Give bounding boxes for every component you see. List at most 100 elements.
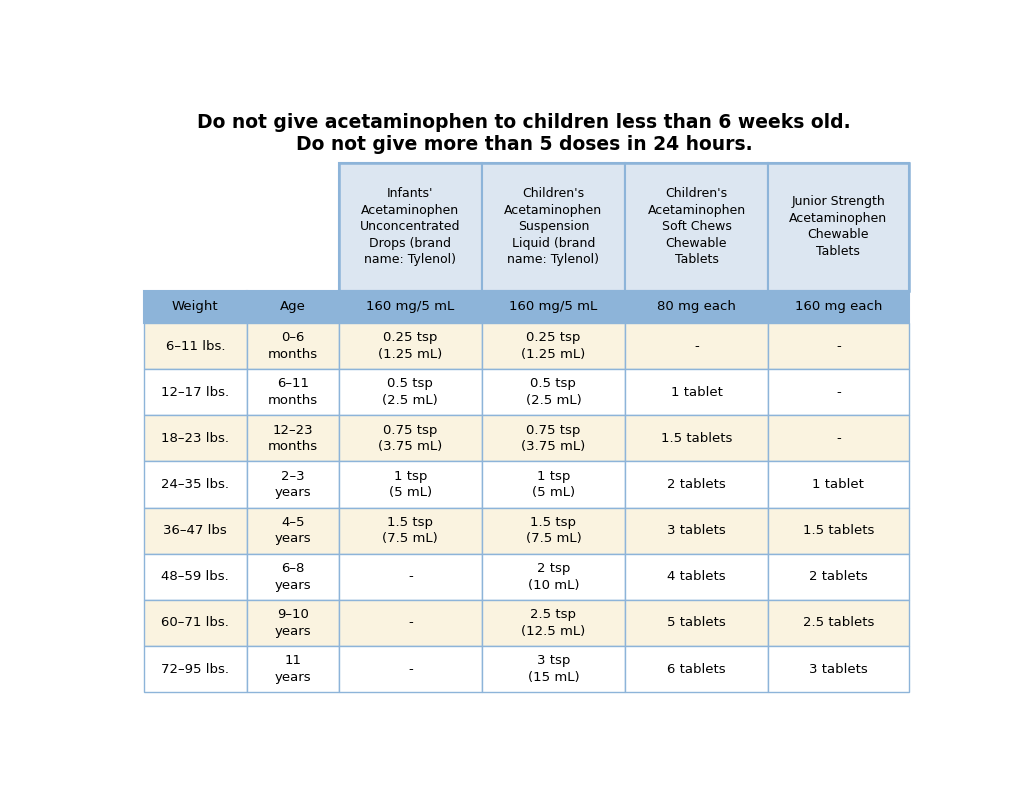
Text: 0.75 tsp
(3.75 mL): 0.75 tsp (3.75 mL) xyxy=(379,424,443,453)
Bar xyxy=(482,646,625,693)
Text: Age: Age xyxy=(280,301,306,313)
Text: 48–59 lbs.: 48–59 lbs. xyxy=(162,570,229,583)
Bar xyxy=(247,462,339,508)
Bar xyxy=(339,508,482,554)
Text: 2 tablets: 2 tablets xyxy=(667,478,726,491)
Text: 1 tsp
(5 mL): 1 tsp (5 mL) xyxy=(532,470,575,499)
Bar xyxy=(143,416,247,462)
Bar xyxy=(247,554,339,600)
Text: 160 mg/5 mL: 160 mg/5 mL xyxy=(509,301,597,313)
Bar xyxy=(482,416,625,462)
Bar xyxy=(768,416,908,462)
Text: 24–35 lbs.: 24–35 lbs. xyxy=(162,478,229,491)
Text: -: - xyxy=(408,570,412,583)
Text: 3 tablets: 3 tablets xyxy=(667,524,726,537)
Text: 12–17 lbs.: 12–17 lbs. xyxy=(162,386,229,399)
Bar xyxy=(482,291,625,323)
Bar xyxy=(625,600,768,646)
Bar xyxy=(339,646,482,693)
Text: Do not give acetaminophen to children less than 6 weeks old.: Do not give acetaminophen to children le… xyxy=(197,113,851,132)
Text: 9–10
years: 9–10 years xyxy=(274,608,311,637)
Bar xyxy=(482,508,625,554)
Bar xyxy=(768,163,908,291)
Bar xyxy=(768,462,908,508)
Bar xyxy=(339,554,482,600)
Text: 60–71 lbs.: 60–71 lbs. xyxy=(162,616,229,629)
Text: 0.25 tsp
(1.25 mL): 0.25 tsp (1.25 mL) xyxy=(379,331,443,360)
Text: 72–95 lbs.: 72–95 lbs. xyxy=(162,663,229,676)
Bar xyxy=(482,600,625,646)
Text: -: - xyxy=(408,663,412,676)
Text: 0.75 tsp
(3.75 mL): 0.75 tsp (3.75 mL) xyxy=(522,424,585,453)
Text: 4–5
years: 4–5 years xyxy=(274,516,311,545)
Text: 0.5 tsp
(2.5 mL): 0.5 tsp (2.5 mL) xyxy=(383,377,438,407)
Text: 80 mg each: 80 mg each xyxy=(657,301,736,313)
Bar xyxy=(247,369,339,416)
Text: 160 mg each: 160 mg each xyxy=(795,301,882,313)
Bar xyxy=(768,369,908,416)
Bar xyxy=(247,416,339,462)
Bar xyxy=(143,462,247,508)
Text: 4 tablets: 4 tablets xyxy=(667,570,725,583)
Text: 3 tablets: 3 tablets xyxy=(809,663,868,676)
Text: 1.5 tsp
(7.5 mL): 1.5 tsp (7.5 mL) xyxy=(526,516,581,545)
Bar xyxy=(768,323,908,369)
Bar xyxy=(143,600,247,646)
Bar xyxy=(482,323,625,369)
Bar xyxy=(625,369,768,416)
Bar xyxy=(247,323,339,369)
Text: 2.5 tsp
(12.5 mL): 2.5 tsp (12.5 mL) xyxy=(522,608,585,637)
Bar xyxy=(768,646,908,693)
Bar xyxy=(768,291,908,323)
Text: 1.5 tablets: 1.5 tablets xyxy=(803,524,874,537)
Text: 6 tablets: 6 tablets xyxy=(667,663,725,676)
Text: -: - xyxy=(836,339,841,352)
Text: Junior Strength
Acetaminophen
Chewable
Tablets: Junior Strength Acetaminophen Chewable T… xyxy=(790,195,888,258)
Bar xyxy=(768,600,908,646)
Bar xyxy=(247,600,339,646)
Text: 2 tsp
(10 mL): 2 tsp (10 mL) xyxy=(528,562,579,591)
Text: 0–6
months: 0–6 months xyxy=(268,331,318,360)
Text: 0.5 tsp
(2.5 mL): 0.5 tsp (2.5 mL) xyxy=(526,377,581,407)
Text: 1 tablet: 1 tablet xyxy=(812,478,864,491)
Text: 5 tablets: 5 tablets xyxy=(667,616,726,629)
Bar xyxy=(247,646,339,693)
Bar xyxy=(339,323,482,369)
Text: Do not give more than 5 doses in 24 hours.: Do not give more than 5 doses in 24 hour… xyxy=(296,134,753,154)
Bar xyxy=(482,462,625,508)
Text: -: - xyxy=(695,339,699,352)
Bar xyxy=(625,554,768,600)
Text: 1.5 tsp
(7.5 mL): 1.5 tsp (7.5 mL) xyxy=(383,516,438,545)
Text: 160 mg/5 mL: 160 mg/5 mL xyxy=(366,301,454,313)
Text: Children's
Acetaminophen
Soft Chews
Chewable
Tablets: Children's Acetaminophen Soft Chews Chew… xyxy=(648,187,746,266)
Text: 3 tsp
(15 mL): 3 tsp (15 mL) xyxy=(528,654,579,684)
Bar xyxy=(339,600,482,646)
Text: -: - xyxy=(836,432,841,445)
Bar xyxy=(339,462,482,508)
Bar xyxy=(339,163,482,291)
Bar xyxy=(143,163,339,291)
Text: Infants'
Acetaminophen
Unconcentrated
Drops (brand
name: Tylenol): Infants' Acetaminophen Unconcentrated Dr… xyxy=(360,187,460,266)
Bar xyxy=(625,416,768,462)
Bar xyxy=(482,554,625,600)
Bar xyxy=(143,369,247,416)
Text: 36–47 lbs: 36–47 lbs xyxy=(164,524,227,537)
Bar xyxy=(247,291,339,323)
Bar xyxy=(625,291,768,323)
Text: 1.5 tablets: 1.5 tablets xyxy=(661,432,732,445)
Text: 18–23 lbs.: 18–23 lbs. xyxy=(162,432,229,445)
Bar xyxy=(625,163,768,291)
Text: -: - xyxy=(408,616,412,629)
Bar xyxy=(143,291,247,323)
Bar xyxy=(143,323,247,369)
Bar xyxy=(625,508,768,554)
Bar xyxy=(625,462,768,508)
Bar xyxy=(768,554,908,600)
Bar xyxy=(143,646,247,693)
Text: 1 tsp
(5 mL): 1 tsp (5 mL) xyxy=(389,470,432,499)
Text: 2.5 tablets: 2.5 tablets xyxy=(803,616,874,629)
Text: 12–23
months: 12–23 months xyxy=(268,424,318,453)
Text: -: - xyxy=(836,386,841,399)
Text: 2–3
years: 2–3 years xyxy=(274,470,311,499)
Bar xyxy=(482,369,625,416)
